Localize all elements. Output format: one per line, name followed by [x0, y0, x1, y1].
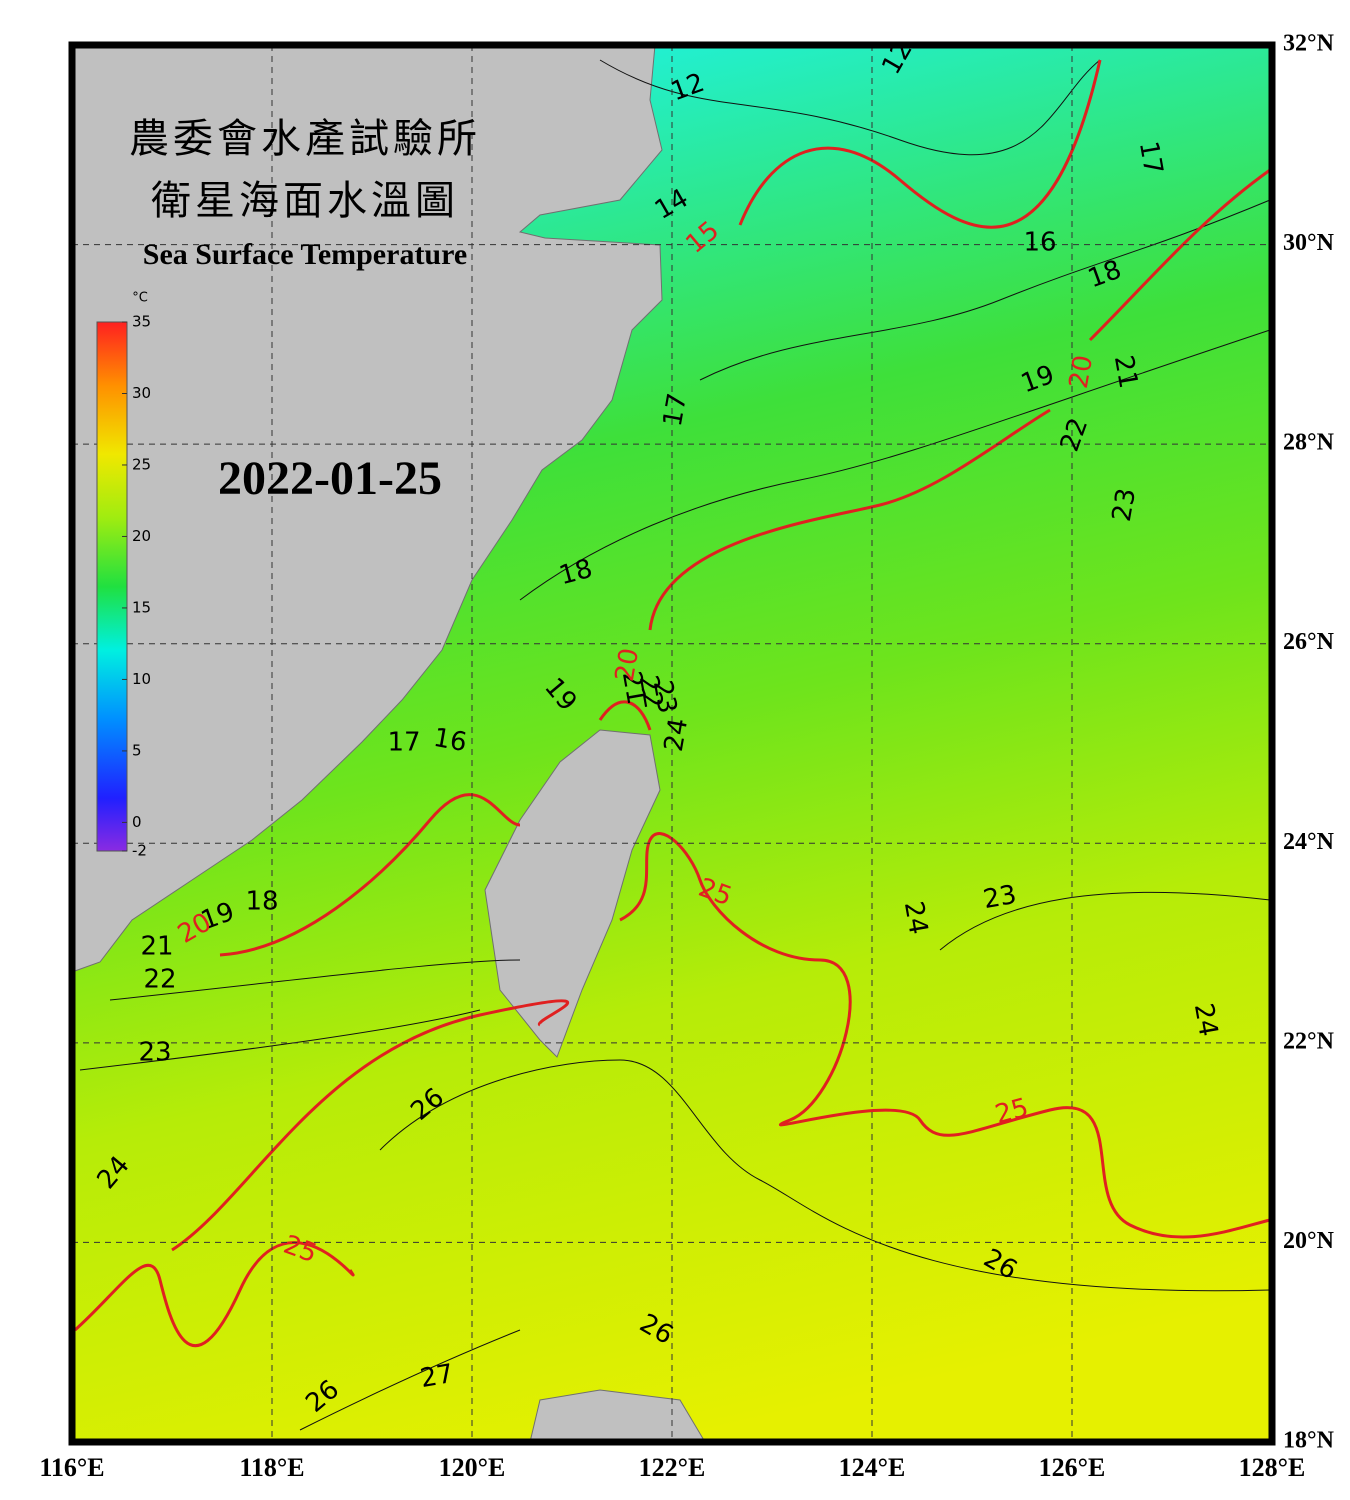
contour-label: 16	[1023, 228, 1056, 258]
contour-label: 27	[418, 1359, 456, 1394]
colorbar-tick-label: -2	[132, 842, 147, 860]
contour-label: 23	[1107, 486, 1142, 524]
lat-label: 30°N	[1283, 230, 1335, 256]
colorbar-tick-label: 10	[132, 670, 151, 688]
contour-label: 18	[245, 887, 278, 917]
contour-label: 21	[1108, 353, 1143, 391]
contour-label: 24	[898, 899, 933, 937]
contour-label: 23	[647, 678, 682, 716]
isotherms	[79, 59, 1271, 1431]
title-en: Sea Surface Temperature	[143, 238, 467, 271]
contour-label: 17	[387, 728, 420, 758]
title-zh: 農委會水產試驗所	[129, 116, 481, 161]
colorbar-tick-label: 35	[132, 313, 151, 331]
lon-label: 118°E	[239, 1453, 304, 1482]
colorbar-tick-label: 20	[132, 527, 151, 545]
contour-label: 23	[981, 880, 1019, 915]
lat-label: 24°N	[1283, 829, 1335, 855]
taiwan	[484, 729, 661, 1058]
contour-label: 17	[658, 391, 693, 429]
lon-label: 126°E	[1039, 1453, 1106, 1482]
land	[71, 44, 706, 1443]
mainland	[71, 44, 663, 973]
lat-label: 22°N	[1283, 1028, 1335, 1054]
colorbar-unit: °C	[132, 291, 148, 306]
colorbar	[96, 321, 128, 852]
contour-label: 22	[633, 673, 668, 711]
contour-label: 17	[1133, 139, 1168, 177]
contour-label: 22	[143, 965, 176, 995]
lat-label: 20°N	[1283, 1228, 1335, 1254]
colorbar-tick-label: 0	[132, 813, 142, 831]
lat-label: 28°N	[1283, 430, 1335, 456]
contour-label: 16	[431, 723, 469, 758]
lon-label: 116°E	[39, 1453, 104, 1482]
contour-label: 21	[140, 932, 173, 962]
map-frame	[68, 41, 1276, 1446]
colorbar-tick-label: 15	[132, 598, 151, 616]
contour-label: 23	[138, 1038, 171, 1068]
isotherms-red	[74, 59, 1271, 1348]
contour-label: 24	[659, 716, 694, 754]
lat-label: 18°N	[1283, 1428, 1335, 1454]
colorbar-tick-label: 25	[132, 455, 151, 473]
lat-label: 32°N	[1283, 31, 1335, 57]
lon-label: 124°E	[839, 1453, 906, 1482]
colorbar-tick-label: 30	[132, 384, 151, 402]
contour-label: 21	[616, 669, 651, 707]
contour-label: 24	[1188, 1001, 1223, 1039]
lon-label: 128°E	[1239, 1453, 1306, 1482]
lon-label: 120°E	[439, 1453, 506, 1482]
contour-label: 20	[1064, 353, 1099, 391]
lon-label: 122°E	[639, 1453, 706, 1482]
contour-label: 20	[610, 646, 645, 684]
lat-label: 26°N	[1283, 629, 1335, 655]
date: 2022-01-25	[218, 452, 442, 505]
colorbar-tick-label: 5	[132, 741, 142, 759]
subtitle-zh: 衛星海面水溫圖	[151, 178, 459, 223]
